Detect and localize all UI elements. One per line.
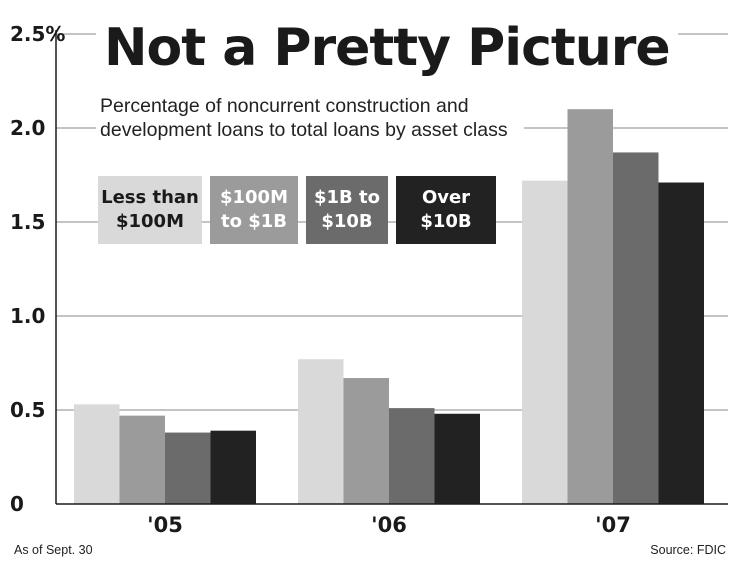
bar xyxy=(567,109,613,504)
bar xyxy=(343,378,389,504)
y-tick-label: 1.0 xyxy=(10,304,45,328)
legend-item-over-10b: Over $10B xyxy=(396,176,496,244)
x-tick-label: '07 xyxy=(595,513,631,537)
legend-label-line: Less than xyxy=(101,187,199,208)
bar xyxy=(165,432,211,504)
source-note: Source: FDIC xyxy=(650,543,726,557)
bar xyxy=(658,182,704,504)
chart-title: Not a Pretty Picture xyxy=(96,16,678,80)
legend-label-line: Over xyxy=(421,187,471,208)
bar xyxy=(434,413,480,504)
legend-item-100m-to-1b: $100M to $1B xyxy=(210,176,298,244)
bar xyxy=(74,404,120,504)
y-tick-label: 0 xyxy=(10,492,24,516)
legend-item-less-than-100m: Less than $100M xyxy=(98,176,202,244)
chart-subtitle: Percentage of noncurrent construction an… xyxy=(96,92,524,146)
legend-item-1b-to-10b: $1B to $10B xyxy=(306,176,388,244)
legend-label-line: $100M xyxy=(219,187,288,208)
y-tick-label: 2.0 xyxy=(10,116,45,140)
x-tick-label: '06 xyxy=(371,513,407,537)
legend-label-line: $1B to xyxy=(313,187,380,208)
legend-label-line: to $1B xyxy=(220,211,287,232)
bar xyxy=(210,430,256,504)
bar xyxy=(613,152,659,504)
legend-label-line: $10B xyxy=(420,211,472,232)
bar xyxy=(389,408,435,504)
footnote: As of Sept. 30 xyxy=(14,543,93,557)
x-tick-label: '05 xyxy=(147,513,183,537)
legend: Less than $100M $100M to $1B $1B to $10B… xyxy=(0,176,740,246)
legend-label-line: $100M xyxy=(115,211,184,232)
y-tick-label: 2.5% xyxy=(10,22,65,46)
y-tick-label: 0.5 xyxy=(10,398,45,422)
bar xyxy=(298,359,344,504)
legend-label-line: $10B xyxy=(321,211,373,232)
bar xyxy=(119,415,165,504)
y-tick-label: 1.5 xyxy=(10,210,45,234)
bar xyxy=(522,180,568,504)
